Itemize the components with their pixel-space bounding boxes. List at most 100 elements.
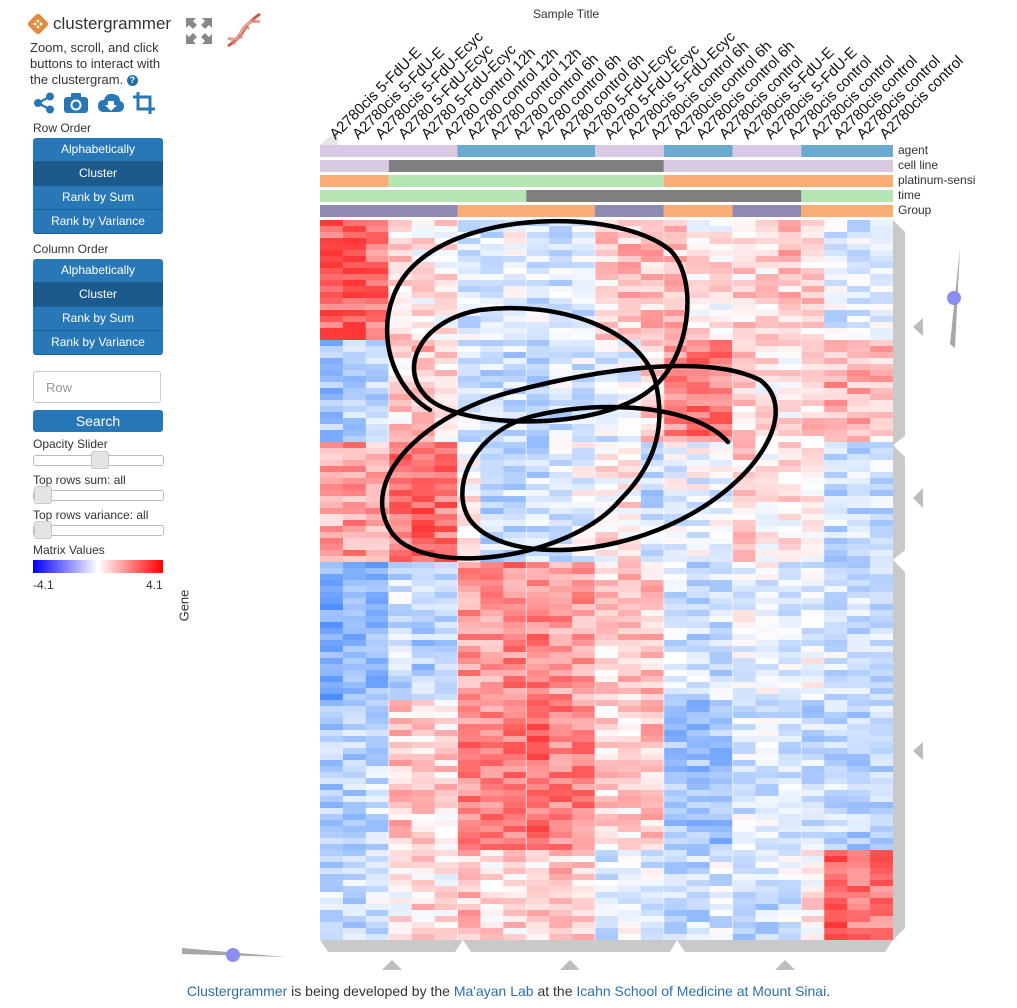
heatmap-cell[interactable] (388, 436, 413, 443)
heatmap-cell[interactable] (755, 418, 779, 425)
heatmap-cell[interactable] (640, 298, 665, 305)
heatmap-cell[interactable] (572, 478, 596, 485)
heatmap-cell[interactable] (801, 382, 825, 389)
heatmap-cell[interactable] (709, 418, 733, 425)
heatmap-cell[interactable] (388, 310, 413, 317)
heatmap-cell[interactable] (617, 292, 642, 299)
heatmap-cell[interactable] (870, 544, 893, 551)
heatmap-cell[interactable] (365, 388, 390, 395)
heatmap-cell[interactable] (526, 322, 550, 329)
heatmap-cell[interactable] (595, 292, 619, 299)
heatmap-cell[interactable] (503, 766, 527, 773)
heatmap-cell[interactable] (755, 256, 779, 263)
heatmap-cell[interactable] (755, 610, 779, 617)
heatmap-cell[interactable] (847, 796, 871, 803)
heatmap-cell[interactable] (801, 370, 825, 377)
heatmap-cell[interactable] (320, 862, 344, 869)
heatmap-cell[interactable] (503, 514, 527, 521)
heatmap-cell[interactable] (640, 310, 665, 317)
heatmap-cell[interactable] (503, 460, 527, 467)
heatmap-cell[interactable] (549, 466, 573, 473)
heatmap-cell[interactable] (411, 658, 435, 665)
heatmap-cell[interactable] (755, 502, 779, 509)
heatmap-cell[interactable] (388, 538, 413, 545)
heatmap-cell[interactable] (434, 340, 458, 347)
heatmap-cell[interactable] (686, 916, 711, 923)
heatmap-cell[interactable] (847, 412, 871, 419)
heatmap-cell[interactable] (801, 520, 825, 527)
heatmap-cell[interactable] (457, 538, 481, 545)
heatmap-cell[interactable] (755, 244, 779, 251)
heatmap-cell[interactable] (870, 490, 893, 497)
heatmap-cell[interactable] (457, 496, 481, 503)
heatmap-cell[interactable] (320, 460, 344, 467)
heatmap-cell[interactable] (709, 370, 733, 377)
heatmap-cell[interactable] (732, 580, 756, 587)
column-dendrogram[interactable] (320, 940, 893, 972)
heatmap-cell[interactable] (503, 340, 527, 347)
heatmap-cell[interactable] (847, 538, 871, 545)
heatmap-cell[interactable] (617, 622, 642, 629)
heatmap-cell[interactable] (434, 412, 458, 419)
heatmap-cell[interactable] (755, 406, 779, 413)
heatmap-cell[interactable] (686, 340, 711, 347)
heatmap-cell[interactable] (480, 496, 504, 503)
heatmap-cell[interactable] (411, 922, 435, 929)
heatmap-cell[interactable] (320, 670, 344, 677)
heatmap-cell[interactable] (549, 448, 573, 455)
heatmap-cell[interactable] (640, 916, 665, 923)
heatmap-cell[interactable] (526, 508, 550, 515)
heatmap-cell[interactable] (847, 766, 871, 773)
heatmap-cell[interactable] (411, 490, 435, 497)
heatmap-cell[interactable] (503, 760, 527, 767)
heatmap-cell[interactable] (640, 664, 665, 671)
heatmap-cell[interactable] (457, 604, 481, 611)
heatmap-cell[interactable] (457, 514, 481, 521)
heatmap-cell[interactable] (503, 472, 527, 479)
heatmap-cell[interactable] (572, 682, 596, 689)
heatmap-cell[interactable] (732, 406, 756, 413)
heatmap-cell[interactable] (342, 238, 367, 245)
heatmap-cell[interactable] (847, 754, 871, 761)
heatmap-cell[interactable] (663, 520, 688, 527)
heatmap-cell[interactable] (732, 352, 756, 359)
heatmap-cell[interactable] (549, 262, 573, 269)
heatmap-cell[interactable] (778, 754, 802, 761)
heatmap-cell[interactable] (411, 334, 435, 341)
heatmap-cell[interactable] (778, 466, 802, 473)
heatmap-cell[interactable] (320, 928, 344, 935)
heatmap-cell[interactable] (824, 400, 848, 407)
heatmap-cell[interactable] (388, 496, 413, 503)
heatmap-cell[interactable] (320, 406, 344, 413)
heatmap-cell[interactable] (686, 358, 711, 365)
heatmap-cell[interactable] (320, 340, 344, 347)
heatmap-cell[interactable] (549, 652, 573, 659)
heatmap-cell[interactable] (434, 466, 458, 473)
heatmap-cell[interactable] (320, 286, 344, 293)
heatmap-cell[interactable] (686, 484, 711, 491)
heatmap-cell[interactable] (388, 850, 413, 857)
heatmap-cell[interactable] (755, 688, 779, 695)
heatmap-cell[interactable] (457, 424, 481, 431)
heatmap-cell[interactable] (617, 886, 642, 893)
heatmap-cell[interactable] (572, 418, 596, 425)
heatmap-cell[interactable] (503, 706, 527, 713)
heatmap-cell[interactable] (617, 568, 642, 575)
heatmap-cell[interactable] (365, 760, 390, 767)
heatmap-cell[interactable] (732, 676, 756, 683)
heatmap-cell[interactable] (411, 562, 435, 569)
heatmap-cell[interactable] (870, 826, 893, 833)
heatmap-cell[interactable] (847, 886, 871, 893)
heatmap-cell[interactable] (640, 328, 665, 335)
heatmap-cell[interactable] (755, 922, 779, 929)
heatmap-cell[interactable] (549, 910, 573, 917)
heatmap-cell[interactable] (640, 634, 665, 641)
heatmap-cell[interactable] (365, 514, 390, 521)
heatmap-cell[interactable] (778, 514, 802, 521)
heatmap-cell[interactable] (503, 616, 527, 623)
heatmap-cell[interactable] (870, 868, 893, 875)
heatmap-cell[interactable] (572, 220, 596, 227)
heatmap-cell[interactable] (617, 592, 642, 599)
heatmap-cell[interactable] (755, 466, 779, 473)
heatmap-cell[interactable] (640, 232, 665, 239)
